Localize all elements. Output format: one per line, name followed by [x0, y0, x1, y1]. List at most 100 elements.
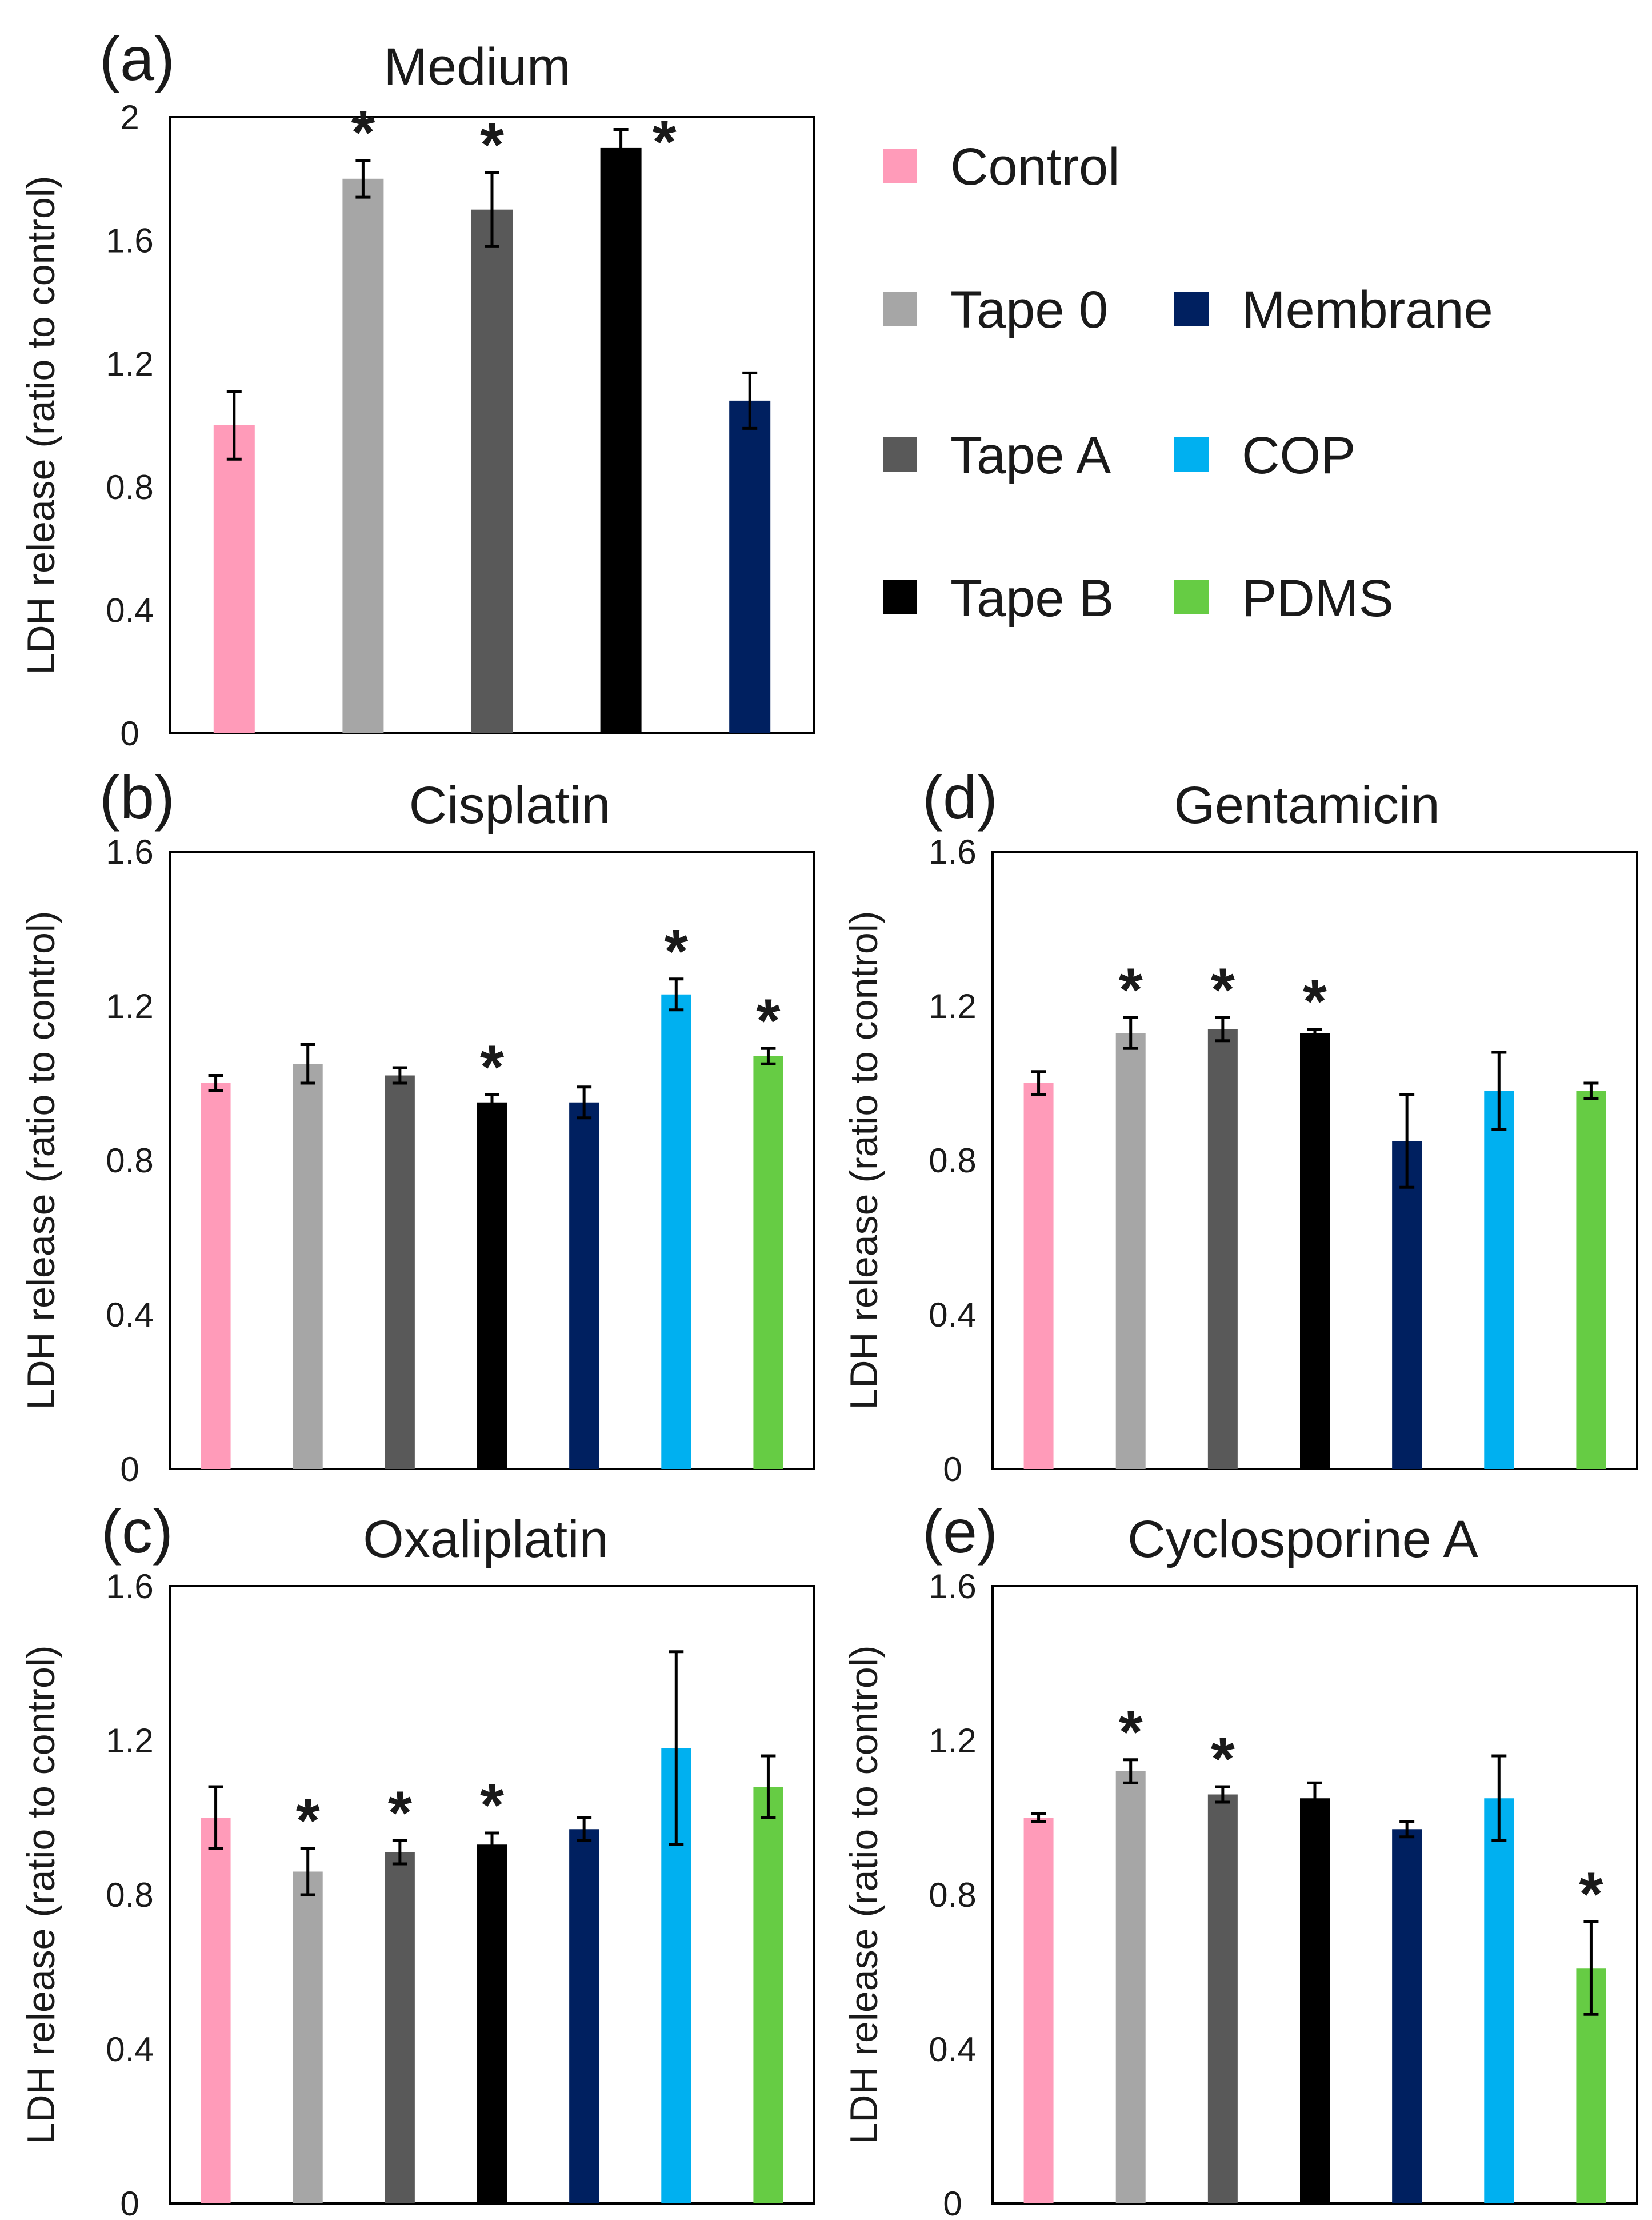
panel-medium: (a) Medium 0 0.4 0.8 1.2 1.6 2 LDH release (rati… — [19, 24, 815, 753]
panel-title: Cyclosporine A — [1127, 1510, 1478, 1568]
y-tick-label: 1.6 — [106, 833, 153, 871]
significance-star: * — [296, 1786, 320, 1855]
legend-item-control: Control — [883, 138, 1120, 196]
legend-swatch — [1174, 292, 1209, 326]
significance-star: * — [388, 1778, 412, 1847]
significance-star: * — [480, 1032, 504, 1101]
legend-swatch — [1174, 580, 1209, 614]
bar-tape-a — [385, 1075, 415, 1469]
bar-membrane — [1392, 1141, 1422, 1469]
bar-tape-b — [1300, 1033, 1330, 1469]
error-bar-tape-0 — [300, 1847, 315, 1896]
legend-label: Tape B — [950, 569, 1114, 628]
panel-title: Gentamicin — [1174, 776, 1439, 835]
bar-tape-a — [385, 1852, 415, 2203]
error-bar-pdms — [1583, 1920, 1599, 2016]
y-tick-label: 0 — [120, 1450, 139, 1488]
error-bar-pdms — [761, 1754, 776, 1819]
significance-star: * — [1211, 1724, 1235, 1793]
error-bar-tape-a — [392, 1066, 407, 1085]
error-bar-pdms — [761, 1047, 776, 1065]
error-bar-cop — [669, 977, 684, 1012]
bar-pdms — [753, 1787, 783, 2203]
panel-letter: (b) — [99, 762, 175, 832]
y-tick-label: 1.6 — [106, 1567, 153, 1606]
bar-tape-0 — [293, 1871, 323, 2203]
y-tick-label: 2 — [120, 98, 139, 137]
y-tick-label: 1.2 — [106, 1722, 153, 1760]
bar-tape-a — [471, 209, 513, 733]
significance-star: * — [653, 107, 677, 176]
error-bar-tape-a — [392, 1839, 407, 1866]
bar-control — [1023, 1818, 1054, 2203]
panel-cisplatin: (b) Cisplatin 0 0.4 0.8 1.2 1.6 LDH release (ra… — [19, 762, 815, 1488]
y-tick-label: 1.6 — [929, 833, 976, 871]
y-tick-label: 0.8 — [106, 1141, 153, 1180]
error-bar-control — [208, 1785, 223, 1850]
y-tick-label: 0.4 — [106, 2030, 153, 2069]
bar-cop — [1484, 1798, 1514, 2203]
panel-letter: (d) — [922, 762, 998, 832]
significance-star: * — [480, 110, 504, 179]
error-bar-tape-b — [1307, 1028, 1322, 1039]
error-bar-membrane — [577, 1085, 592, 1120]
y-tick-label: 0 — [943, 1450, 962, 1488]
significance-star: * — [480, 1770, 504, 1839]
significance-star: * — [664, 916, 688, 985]
error-bar-control — [226, 390, 242, 461]
panel-gentamicin: (d) Gentamicin 0 0.4 0.8 1.2 1.6 LDH release (r… — [842, 762, 1638, 1488]
legend-label: Tape 0 — [950, 281, 1108, 339]
significance-star: * — [1579, 1859, 1603, 1928]
y-axis-label: LDH release (ratio to control) — [19, 175, 63, 674]
bar-tape-0 — [342, 178, 384, 733]
significance-star: * — [1211, 955, 1235, 1024]
legend-swatch — [883, 149, 917, 183]
error-bar-tape-0 — [1123, 1758, 1138, 1784]
y-tick-label: 0.4 — [929, 2030, 976, 2069]
legend: Control Tape 0 Membrane Tape A COP Tape B PDMS — [883, 138, 1493, 628]
error-bar-tape-a — [1215, 1785, 1230, 1804]
y-tick-label: 1.2 — [929, 1722, 976, 1760]
error-bar-cop — [1491, 1754, 1507, 1842]
error-bar-tape-b — [613, 128, 629, 168]
bar-cop — [661, 994, 691, 1469]
significance-star: * — [351, 97, 375, 166]
bar-membrane — [569, 1102, 599, 1469]
legend-swatch — [1174, 437, 1209, 472]
error-bar-tape-b — [485, 1093, 499, 1112]
y-tick-label: 0.4 — [106, 591, 153, 629]
panel-title: Oxaliplatin — [363, 1510, 609, 1568]
bar-control — [201, 1083, 231, 1469]
panel-oxaliplatin: (c) Oxaliplatin 0 0.4 0.8 1.2 1.6 LDH release (… — [19, 1496, 815, 2220]
bar-tape-a — [1207, 1794, 1238, 2203]
bar-pdms — [753, 1056, 783, 1469]
bar-cop — [1484, 1091, 1514, 1469]
legend-swatch — [883, 437, 917, 472]
error-bar-tape-b — [485, 1831, 499, 1858]
bar-control — [213, 425, 255, 733]
bar-tape-b — [477, 1102, 507, 1469]
y-tick-label: 0.8 — [929, 1141, 976, 1180]
legend-label: COP — [1242, 426, 1355, 485]
error-bar-tape-0 — [300, 1043, 315, 1085]
error-bar-tape-a — [485, 171, 499, 248]
bar-tape-a — [1207, 1029, 1238, 1469]
y-axis-label: LDH release (ratio to control) — [19, 1645, 63, 2144]
error-bar-membrane — [1399, 1093, 1415, 1189]
bar-control — [1023, 1083, 1054, 1469]
bar-tape-0 — [1115, 1033, 1146, 1469]
error-bar-membrane — [742, 371, 758, 430]
error-bar-cop — [1491, 1051, 1507, 1131]
panel-title: Medium — [383, 38, 570, 96]
panel-letter: (e) — [922, 1496, 998, 1566]
error-bar-tape-b — [1307, 1781, 1322, 1815]
legend-item-pdms: PDMS — [1174, 569, 1394, 628]
bar-tape-0 — [1115, 1771, 1146, 2203]
bar-tape-b — [600, 147, 642, 733]
legend-item-tape-a: Tape A — [883, 426, 1111, 485]
legend-label: Control — [950, 138, 1120, 196]
y-tick-label: 1.6 — [106, 222, 153, 260]
y-tick-label: 1.2 — [929, 987, 976, 1025]
y-axis-label: LDH release (ratio to control) — [842, 1645, 886, 2144]
y-axis-label: LDH release (ratio to control) — [842, 911, 886, 1410]
